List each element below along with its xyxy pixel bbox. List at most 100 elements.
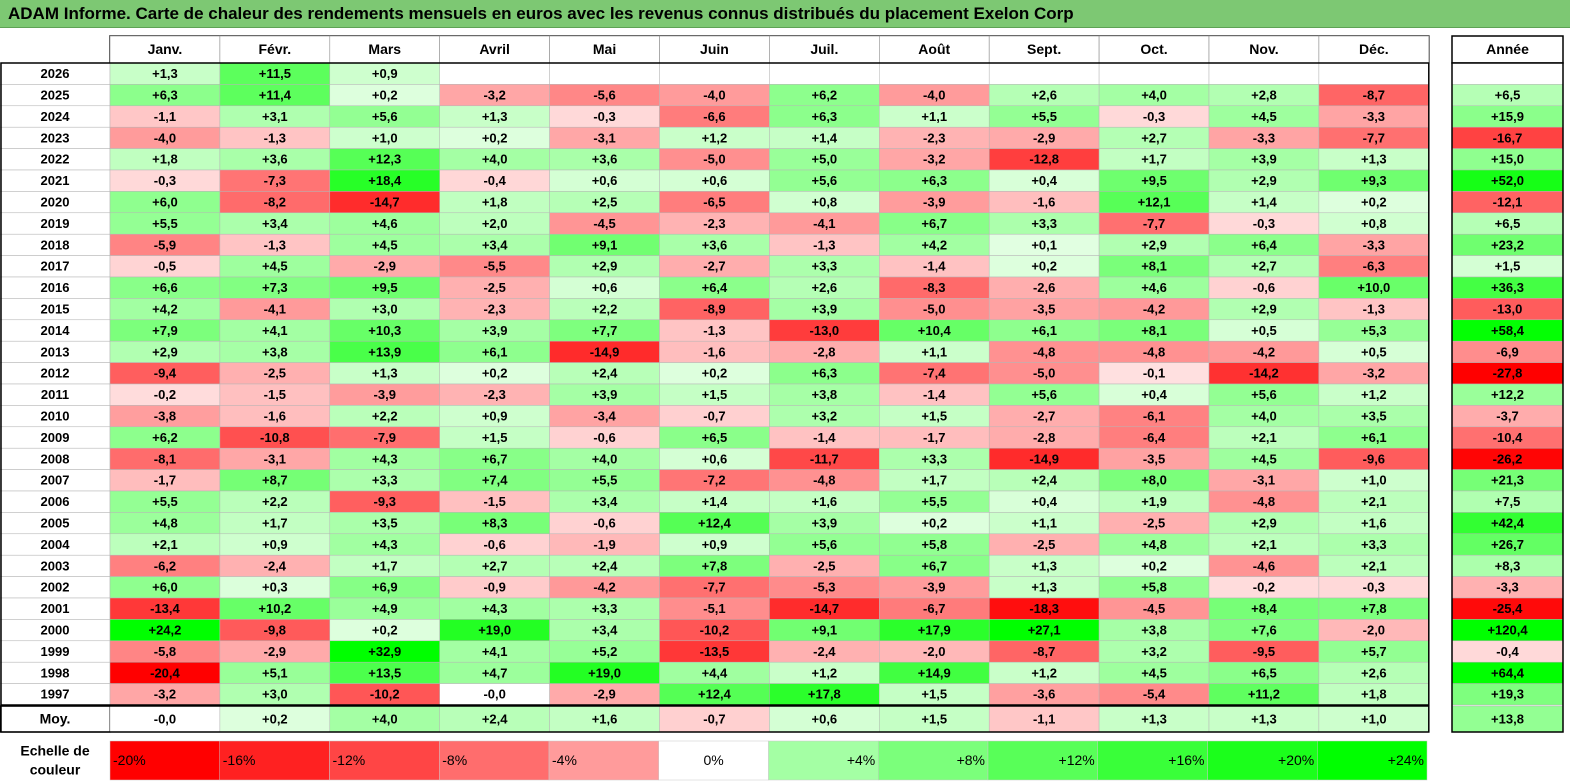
cell-value: +4,5 [372,237,398,252]
cell-value: +4,3 [482,601,508,616]
cell-value: +0,2 [372,623,398,638]
average-cell [769,705,880,733]
cell-value: -5,5 [483,259,505,274]
cell-value: +9,5 [372,280,398,295]
cell-value: +1,6 [812,494,838,509]
annual-value: +120,4 [1487,623,1528,638]
year-label: 1998 [41,665,70,680]
cell-value: -2,3 [923,130,945,145]
header-cell [659,35,770,64]
average-cell [879,705,990,733]
year-label: 2015 [41,302,70,317]
cell-value: +3,3 [372,473,398,488]
month-header-9: Sept. [1027,41,1061,57]
year-label: 2026 [41,66,70,81]
cell-value: +8,0 [1141,473,1167,488]
scale-label-line2: couleur [30,762,81,778]
cell-value: +1,3 [1031,558,1057,573]
year-label: 2000 [41,623,70,638]
cell-value: -0,0 [483,687,505,702]
cell-value: +6,1 [1361,430,1387,445]
cell-value: +0,9 [702,537,728,552]
cell-value: +6,4 [1251,237,1277,252]
cell-value: -13,0 [810,323,840,338]
year-label: 2004 [41,537,71,552]
cell-value: -8,7 [1363,88,1385,103]
cell-value: -1,4 [923,259,946,274]
cell-value: +1,4 [702,494,728,509]
cell-value: -4,0 [154,130,176,145]
cell-value: +1,4 [1251,195,1277,210]
cell-value: +2,6 [1031,88,1057,103]
cell-value: -1,6 [703,344,725,359]
cell-value: +18,4 [368,173,402,188]
cell-value: +0,8 [1361,216,1387,231]
cell-value: +5,2 [592,644,618,659]
cell-value: -3,9 [923,580,945,595]
cell-value: +5,6 [1251,387,1277,402]
cell-value: +1,2 [812,665,838,680]
cell-value: -4,8 [813,473,835,488]
cell-value: +0,2 [1361,195,1387,210]
annual-value: +6,5 [1495,88,1521,103]
cell-value: +5,0 [812,152,838,167]
cell-value: +1,7 [1141,152,1167,167]
cell-value: +0,2 [921,516,947,531]
cell-value: -3,1 [593,130,615,145]
header-cell [1318,35,1430,64]
month-header-12: Déc. [1359,41,1389,57]
scale-stop-label: -20% [113,752,146,768]
cell-value: -2,0 [1363,623,1385,638]
cell-value: +9,1 [592,237,618,252]
scale-stop-label: -12% [333,752,366,768]
cell-value: +1,2 [702,130,728,145]
cell-value: +10,4 [918,323,952,338]
cell-value: -2,5 [813,558,835,573]
cell-value: +10,0 [1357,280,1390,295]
cell-value: +2,1 [1361,558,1387,573]
year-label: 2019 [41,216,70,231]
cell-value: +5,5 [921,494,947,509]
cell-value: +3,2 [1141,644,1167,659]
annual-value: -25,4 [1493,601,1523,616]
annual-value: +42,4 [1491,516,1525,531]
cell-value: +3,1 [262,109,288,124]
cell-value: +7,6 [1251,623,1277,638]
annual-value: +64,4 [1491,665,1525,680]
heatmap-cell [439,62,550,85]
cell-value: +0,1 [1031,237,1057,252]
cell-value: -7,7 [703,580,725,595]
cell-value: -2,9 [374,259,396,274]
cell-value: -6,6 [703,109,725,124]
scale-swatch [1097,740,1208,781]
heatmap-cell [659,62,770,85]
cell-value: +4,2 [152,302,178,317]
cell-value: -4,6 [1253,558,1275,573]
average-cell [549,705,660,733]
cell-value: +2,1 [1361,494,1387,509]
annual-cell [1451,62,1564,85]
cell-value: -7,4 [923,366,946,381]
cell-value: +2,0 [482,216,508,231]
cell-value: -4,0 [923,88,945,103]
cell-value: +2,1 [1251,537,1277,552]
cell-value: -4,8 [1253,494,1275,509]
cell-value: -1,9 [593,537,615,552]
header-cell [439,35,550,64]
year-label: 2013 [41,344,70,359]
cell-value: -0,3 [1363,580,1385,595]
cell-value: +3,9 [1251,152,1277,167]
cell-value: -0,6 [1253,280,1275,295]
cell-value: -6,1 [1143,409,1165,424]
average-value: -0,7 [703,711,725,726]
header-cell [1098,35,1210,64]
cell-value: +3,5 [372,516,398,531]
cell-value: -9,6 [1363,451,1385,466]
annual-value: +15,0 [1491,152,1524,167]
average-value: +4,0 [372,711,398,726]
cell-value: +4,4 [702,665,728,680]
year-label: 1999 [41,644,70,659]
scale-swatch [109,740,220,781]
cell-value: +6,3 [812,109,838,124]
